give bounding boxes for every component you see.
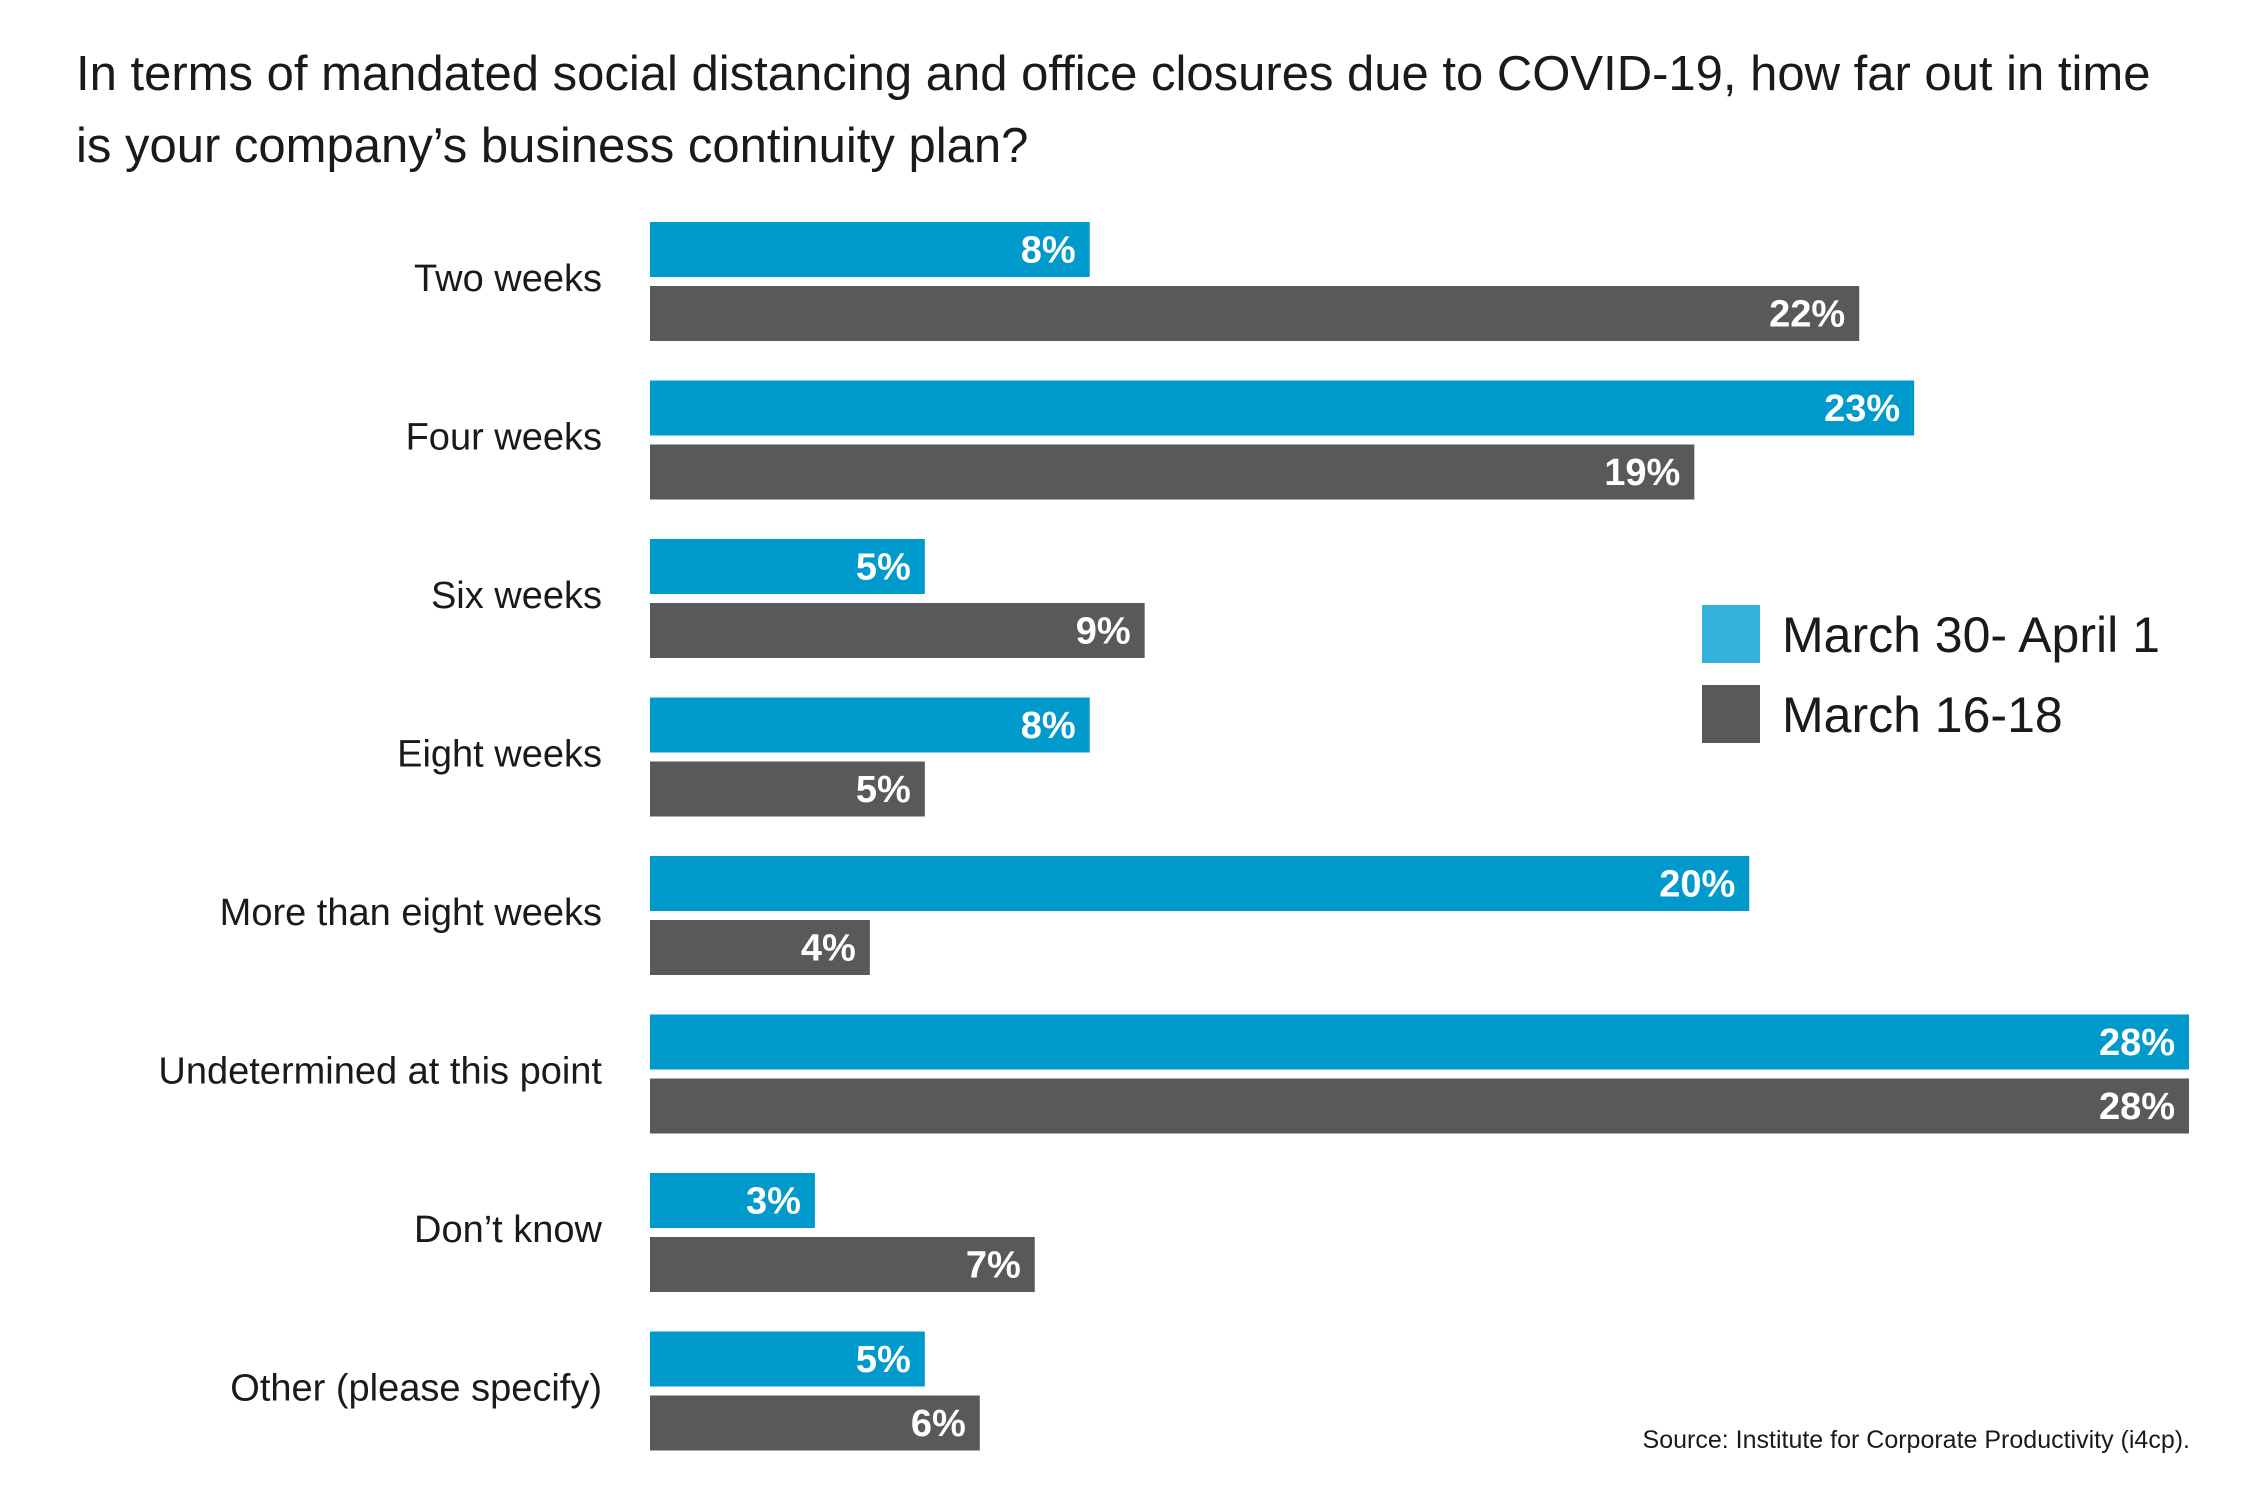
category-label: More than eight weeks [220,892,602,934]
data-label: 28% [2099,1086,2175,1128]
category-label: Two weeks [414,258,602,300]
legend-swatch [1702,605,1760,663]
bar [650,1078,2189,1134]
legend-label: March 30- April 1 [1782,607,2160,663]
bar [650,539,925,594]
category-label: Other (please specify) [230,1368,602,1410]
data-label: 19% [1604,452,1680,494]
bar [650,761,925,817]
bar [650,1331,925,1387]
data-label: 4% [801,928,856,970]
bar [650,1237,1035,1292]
bar [650,380,1915,436]
bar [650,1014,2189,1070]
data-label: 6% [911,1403,966,1445]
category-label: Six weeks [431,575,602,617]
legend-label: March 16-18 [1782,687,2063,743]
bar [650,920,870,975]
category-label: Four weeks [406,417,602,459]
data-label: 3% [746,1181,801,1223]
data-label: 8% [1021,705,1076,747]
bar [650,222,1090,277]
bar [650,286,1860,341]
labels-layer: Two weeks 8% 22% Four weeks 23% 19% Six weeks 5… [158,230,2175,1446]
data-label: 22% [1769,294,1845,336]
data-label: 5% [856,1339,911,1381]
bar [650,856,1750,911]
data-label: 28% [2099,1022,2175,1064]
legend-swatch [1702,685,1760,743]
data-label: 9% [1076,611,1131,653]
bar [650,1173,815,1228]
bar [650,444,1695,500]
bars-layer [650,222,2189,1451]
data-label: 8% [1021,230,1076,272]
category-label: Undetermined at this point [158,1051,602,1093]
category-label: Eight weeks [397,734,602,776]
chart-title: In terms of mandated social distancing a… [76,47,2151,173]
data-label: 23% [1824,388,1900,430]
bar [650,1395,980,1451]
source-note: Source: Institute for Corporate Producti… [1642,1426,2190,1454]
legend: March 30- April 1 March 16-18 [1702,605,2160,743]
data-label: 5% [856,547,911,589]
data-label: 20% [1659,864,1735,906]
bar [650,603,1145,658]
bar [650,697,1090,753]
data-label: 5% [856,769,911,811]
category-label: Don’t know [414,1209,603,1251]
data-label: 7% [966,1245,1021,1287]
